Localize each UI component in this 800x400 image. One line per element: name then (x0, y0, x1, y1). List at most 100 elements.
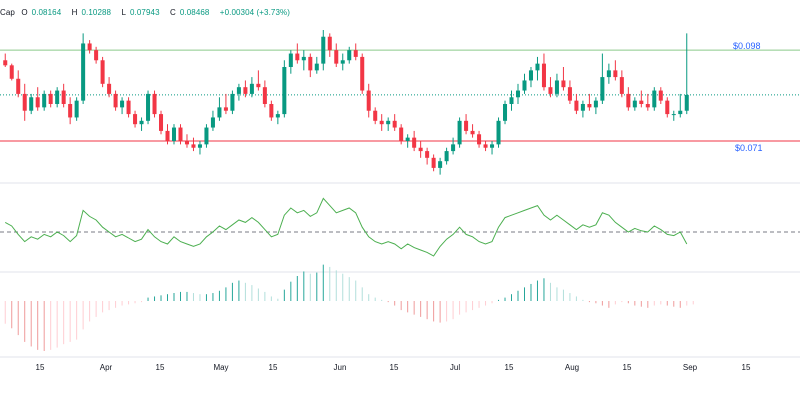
candle (600, 53, 605, 104)
axis-layer: 15 Apr 15 May 15 Jun 15 Jul 15 Aug 15 Sep 15 (36, 363, 751, 372)
candle-body (249, 83, 254, 94)
candle-body (133, 114, 138, 125)
candle-body (522, 80, 527, 91)
candle (528, 67, 533, 88)
candle (288, 50, 293, 74)
candle (496, 117, 501, 148)
candle (308, 53, 313, 78)
candle-body (48, 93, 53, 104)
candle-body (197, 144, 202, 148)
candle (373, 107, 378, 125)
candle (619, 70, 624, 98)
candle-body (619, 77, 624, 94)
candle-body (671, 114, 676, 116)
candle (301, 50, 306, 71)
candle (671, 110, 676, 121)
candle-body (35, 97, 40, 108)
candle-body (9, 65, 14, 79)
candle-body (171, 127, 177, 141)
candle-body (438, 161, 443, 168)
candle-body (528, 70, 533, 81)
candle-body (184, 141, 189, 145)
candle (606, 63, 611, 84)
candle-body (457, 120, 462, 145)
candle (55, 87, 60, 108)
candle-body (464, 120, 469, 131)
candle (178, 124, 183, 145)
candle (159, 110, 164, 135)
x-tick-label: 15 (269, 363, 278, 372)
candle-body (379, 120, 384, 125)
candle (405, 134, 410, 148)
candle (9, 63, 14, 81)
candle (665, 97, 670, 118)
candle (48, 90, 53, 108)
candle (353, 43, 358, 61)
candle (366, 83, 371, 118)
open-label: O (21, 8, 28, 17)
candle-body (126, 100, 131, 115)
candle-body (210, 117, 215, 128)
candle (87, 40, 92, 54)
x-tick-label: Jul (450, 363, 460, 372)
candle (567, 80, 572, 104)
candle-body (107, 83, 112, 94)
candle-body (347, 50, 352, 61)
candle-body (567, 87, 572, 101)
candle (645, 93, 650, 111)
symbol-name: Cap (0, 8, 15, 17)
x-tick-label: 15 (36, 363, 45, 372)
candle (412, 130, 417, 152)
candle (171, 124, 177, 145)
candle (451, 137, 456, 155)
candle-body (639, 100, 644, 104)
high-label: H (71, 8, 78, 17)
candle (632, 97, 637, 111)
close-label: C (169, 8, 176, 17)
x-tick-label: 15 (156, 363, 165, 372)
candle-body (146, 93, 151, 121)
candle-body (94, 50, 99, 61)
candle (81, 33, 86, 104)
candle (561, 67, 566, 91)
candle-body (574, 100, 579, 111)
candle (574, 93, 579, 115)
candle-body (353, 50, 358, 57)
candle-body (593, 100, 598, 108)
candle-body (366, 90, 371, 111)
candle-body (204, 127, 209, 145)
candle-body (490, 144, 495, 148)
candle (295, 43, 300, 64)
candle (152, 90, 157, 118)
candle-body (496, 120, 501, 145)
candle (191, 137, 196, 152)
grid-layer (0, 182, 800, 358)
candle (327, 33, 332, 57)
support-level-label: $0.071 (735, 143, 763, 153)
change-value: +0.00304 (+3.73%) (219, 8, 290, 17)
candle-body (223, 107, 228, 111)
candle-layer (3, 30, 689, 175)
candle (684, 33, 689, 115)
candle-body (282, 67, 287, 115)
candle-body (308, 56, 313, 71)
candle (340, 53, 345, 71)
candle-body (678, 110, 683, 115)
candle (249, 77, 254, 98)
candle (197, 141, 202, 155)
candle (379, 114, 384, 131)
candle-body (87, 43, 92, 51)
candle (107, 77, 112, 98)
candle (94, 46, 99, 64)
candle-body (236, 87, 241, 94)
candle-body (275, 114, 280, 118)
candle-body (243, 87, 248, 94)
candle (639, 90, 644, 108)
candle (470, 124, 475, 138)
candle (438, 157, 443, 175)
candle (204, 124, 209, 148)
candle-body (16, 78, 21, 94)
candle (678, 93, 683, 118)
